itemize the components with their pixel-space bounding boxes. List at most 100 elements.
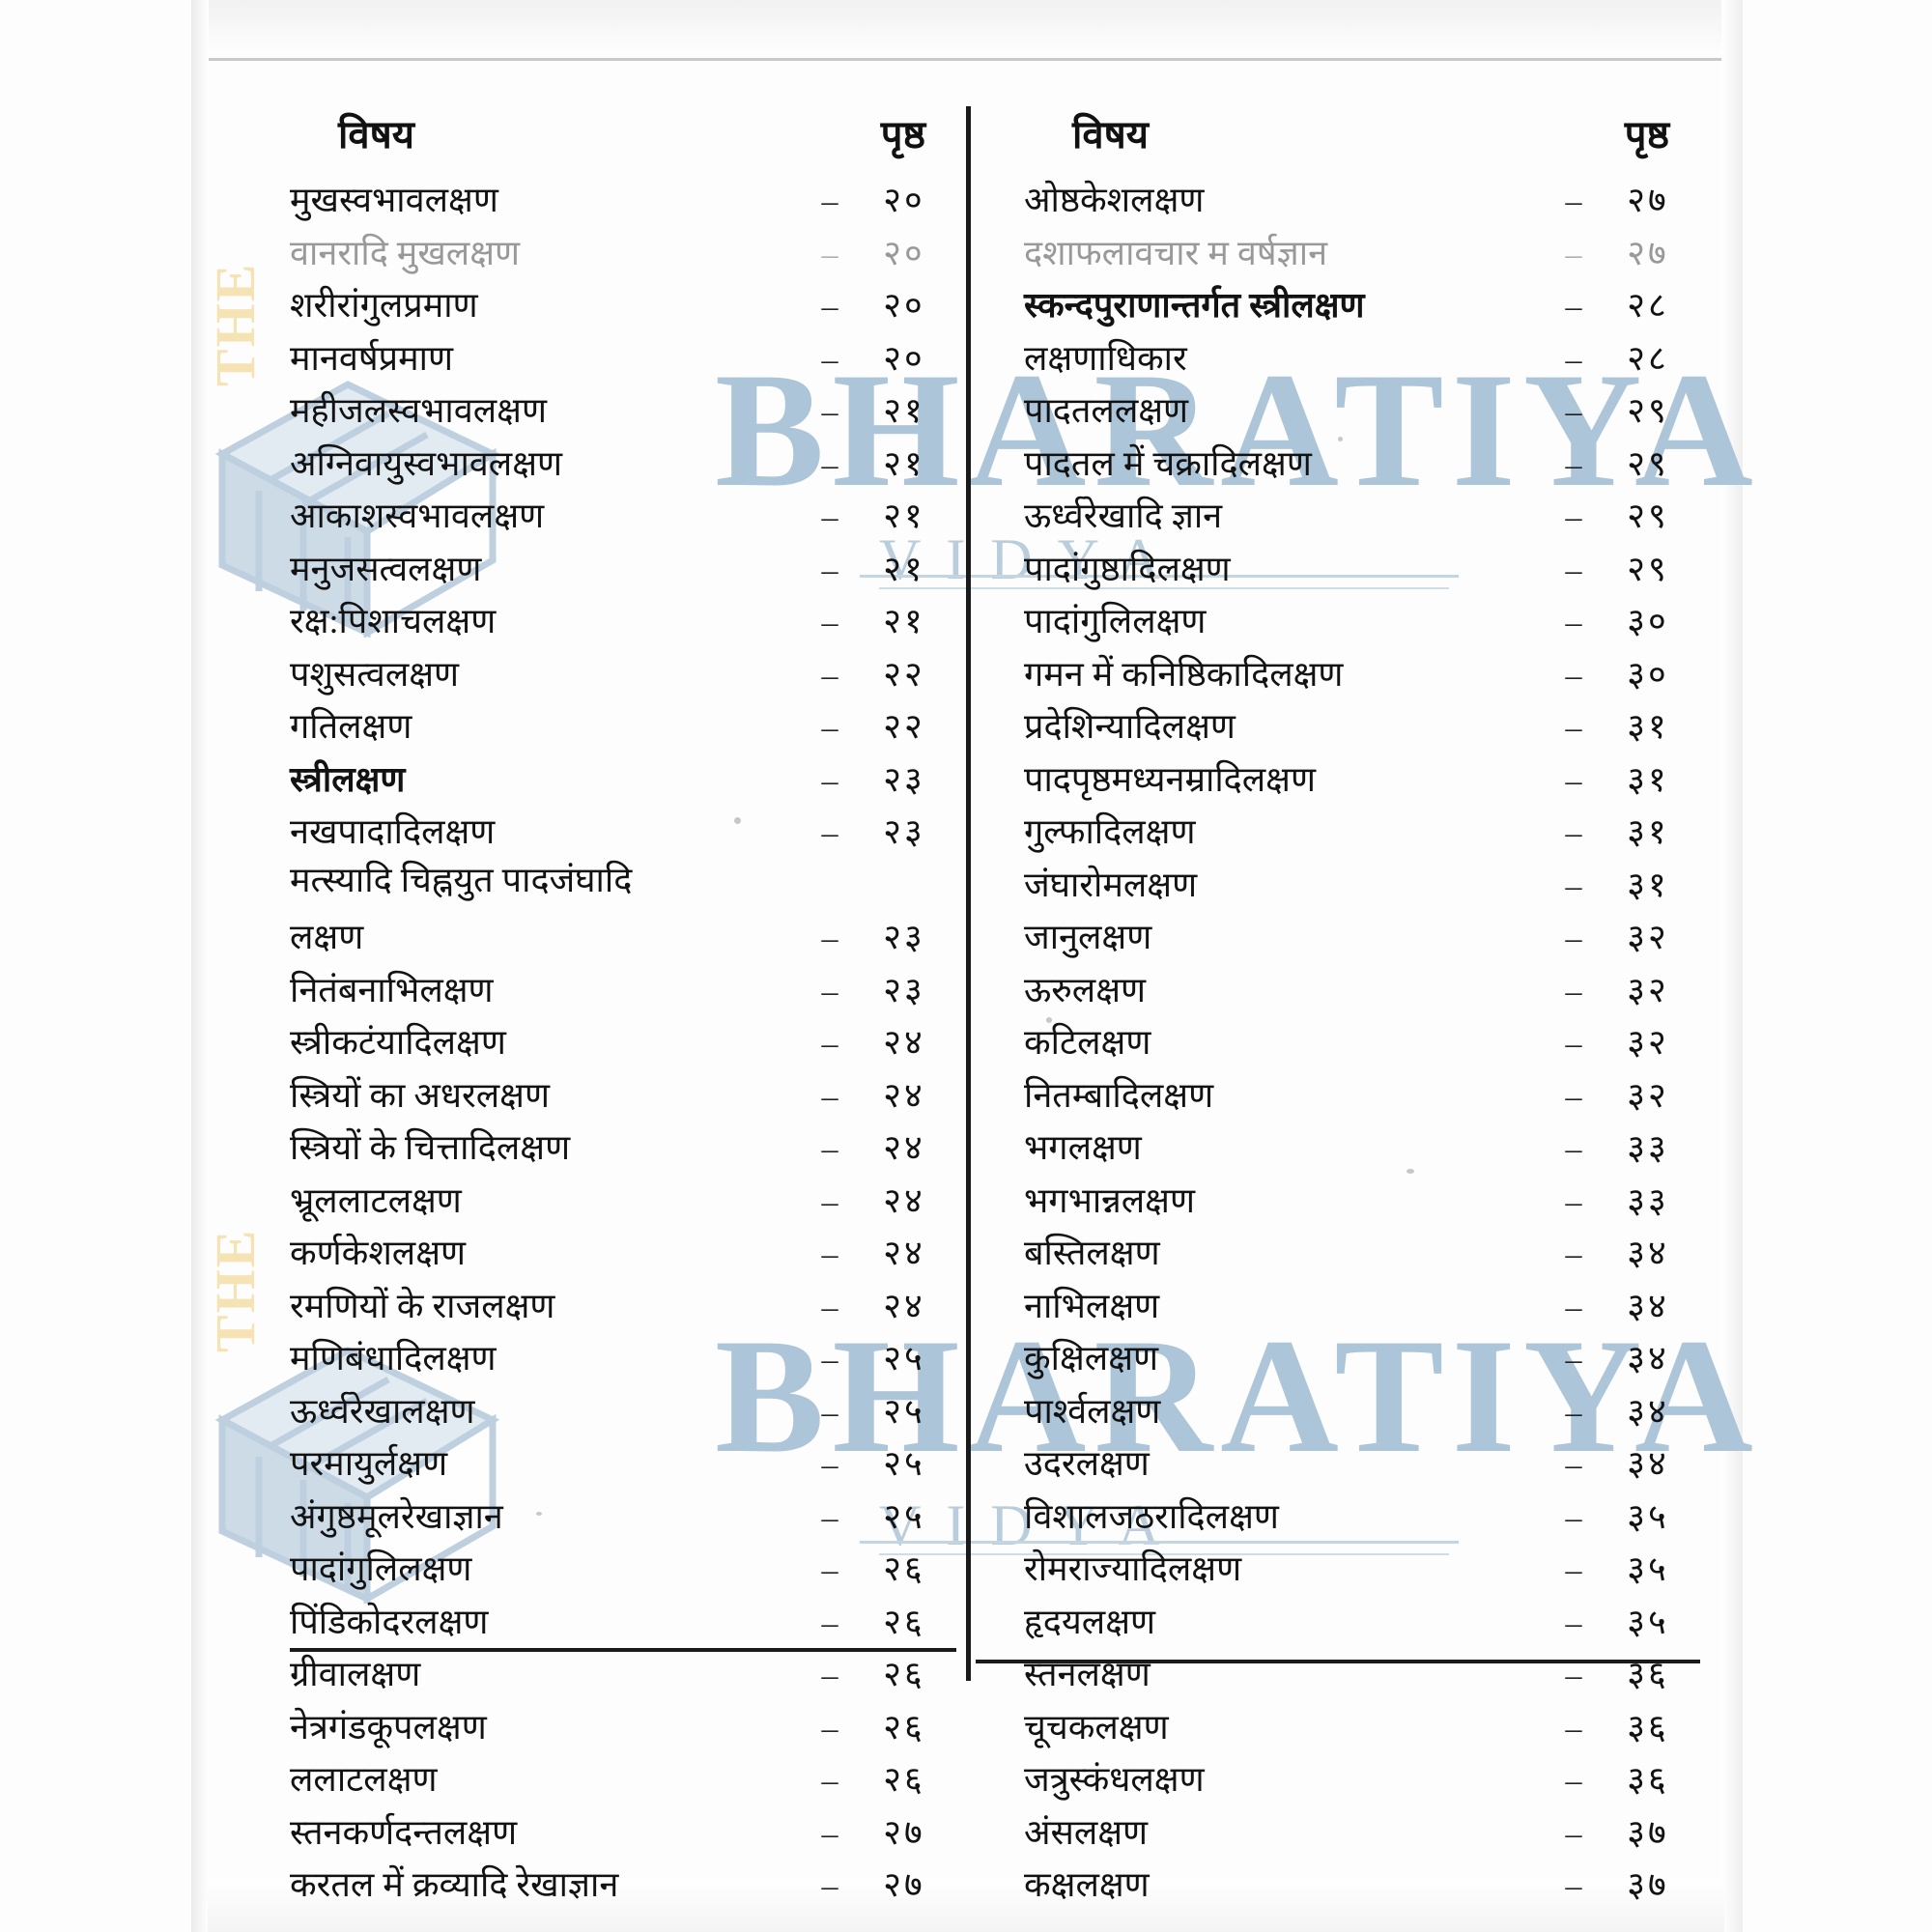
toc-entry-row[interactable]: लक्षण – २३ (290, 912, 956, 965)
toc-entry-page-number: ३७ (1627, 1865, 1669, 1904)
toc-entry-row[interactable]: अग्निवायुस्वभावलक्षण – २१ (290, 439, 956, 492)
toc-entry-page-number: २४ (883, 1286, 925, 1325)
toc-entry-row[interactable]: कटिलक्षण – ३२ (1024, 1017, 1700, 1070)
toc-entry-row[interactable]: नाभिलक्षण – ३४ (1024, 1281, 1700, 1334)
toc-entry-row[interactable]: ऊरुलक्षण – ३२ (1024, 965, 1700, 1018)
toc-entry-row[interactable]: स्त्रियों के चित्तादिलक्षण – २४ (290, 1122, 956, 1176)
toc-entry-row[interactable]: चूचकलक्षण – ३६ (1024, 1702, 1700, 1755)
toc-entry-row[interactable]: वानरादि मुखलक्षण – २० (290, 228, 956, 281)
toc-entry-row[interactable]: मनुजसत्वलक्षण – २१ (290, 544, 956, 597)
toc-entry-row[interactable]: विशालजठरादिलक्षण – ३५ (1024, 1492, 1700, 1545)
toc-entry-row[interactable]: उदरलक्षण – ३४ (1024, 1438, 1700, 1492)
toc-entry-dash: – (821, 1183, 838, 1220)
toc-entry-dash: – (821, 605, 838, 640)
toc-entry-row[interactable]: कर्णकेशलक्षण – २४ (290, 1228, 956, 1281)
toc-entry-row[interactable]: महीजलस्वभावलक्षण – २१ (290, 385, 956, 439)
toc-entry-row[interactable]: रमणियों के राजलक्षण – २४ (290, 1281, 956, 1334)
toc-entry-row[interactable]: दशाफलावचार म वर्षज्ञान – २७ (1024, 228, 1700, 281)
right-column-bottom-rule (976, 1660, 1700, 1663)
column-header-left: विषय पृष्ठ (290, 106, 956, 159)
toc-entry-row[interactable]: परमायुर्लक्षण – २५ (290, 1438, 956, 1492)
toc-entry-title: पादतल में चक्रादिलक्षण (1024, 443, 1312, 483)
toc-entry-row[interactable]: ऊर्ध्वरेखादि ज्ञान – २९ (1024, 491, 1700, 544)
toc-entry-row[interactable]: मानवर्षप्रमाण – २० (290, 333, 956, 386)
toc-entry-page-number: ३४ (1627, 1391, 1669, 1431)
toc-entry-title: स्त्रियों के चित्तादिलक्षण (290, 1128, 571, 1167)
toc-entry-row[interactable]: कक्षलक्षण – ३७ (1024, 1860, 1700, 1913)
toc-entry-row[interactable]: गतिलक्षण – २२ (290, 701, 956, 754)
toc-entry-page-number: २२ (883, 654, 925, 694)
toc-entry-row[interactable]: भगभान्नलक्षण – ३३ (1024, 1176, 1700, 1229)
toc-entry-title: महीजलस्वभावलक्षण (290, 391, 548, 430)
toc-entry-row[interactable]: पादपृष्ठमध्यनम्रादिलक्षण – ३१ (1024, 754, 1700, 808)
toc-entry-row[interactable]: अंगुष्ठमूलरेखाज्ञान – २५ (290, 1492, 956, 1545)
toc-entry-row[interactable]: पार्श्वलक्षण – ३४ (1024, 1386, 1700, 1439)
scan-speck (1046, 1017, 1052, 1023)
toc-entry-row[interactable]: नितंबनाभिलक्षण – २३ (290, 965, 956, 1018)
toc-entry-page-number: ३६ (1627, 1707, 1669, 1747)
toc-entry-row[interactable]: स्तनकर्णदन्तलक्षण – २७ (290, 1807, 956, 1861)
scan-top-edge (208, 0, 1724, 60)
toc-entry-page-number: २७ (883, 1865, 925, 1904)
toc-entry-title: पार्श्वलक्षण (1024, 1391, 1161, 1431)
toc-entry-row[interactable]: ग्रीवालक्षण – २६ (290, 1649, 956, 1702)
toc-entry-row[interactable]: पादांगुष्ठादिलक्षण – २९ (1024, 544, 1700, 597)
toc-entry-row[interactable]: आकाशस्वभावलक्षण – २१ (290, 491, 956, 544)
toc-entry-row[interactable]: स्त्रियों का अधरलक्षण – २४ (290, 1070, 956, 1123)
toc-entry-row[interactable]: अंसलक्षण – ३७ (1024, 1807, 1700, 1861)
toc-entry-row[interactable]: बस्तिलक्षण – ३४ (1024, 1228, 1700, 1281)
toc-entry-row[interactable]: लक्षणाधिकार – २८ (1024, 333, 1700, 386)
toc-entry-row[interactable]: पिंडिकोदरलक्षण – २६ (290, 1597, 956, 1650)
toc-entry-row[interactable]: पादांगुलिलक्षण – २६ (290, 1544, 956, 1597)
toc-entry-title: ऊर्ध्वरेखादि ज्ञान (1024, 497, 1223, 535)
toc-entry-row[interactable]: मणिबंधादिलक्षण – २५ (290, 1333, 956, 1386)
toc-entry-row[interactable]: भगलक्षण – ३३ (1024, 1122, 1700, 1176)
toc-entry-row[interactable]: नखपादादिलक्षण – २३ (290, 807, 956, 860)
toc-entry-title: शरीरांगुलप्रमाण (290, 286, 478, 325)
toc-entry-page-number: ३२ (1627, 970, 1669, 1009)
toc-entry-dash: – (1565, 921, 1582, 956)
toc-entry-row[interactable]: कुक्षिलक्षण – ३४ (1024, 1333, 1700, 1386)
toc-entry-row[interactable]: रोमराज्यादिलक्षण – ३५ (1024, 1544, 1700, 1597)
toc-entry-row[interactable]: पादतल में चक्रादिलक्षण – २९ (1024, 439, 1700, 492)
toc-entry-title: नितंबनाभिलक्षण (290, 970, 494, 1009)
toc-entry-row[interactable]: ललाटलक्षण – २६ (290, 1754, 956, 1807)
toc-entry-title: ऊर्ध्वरेखालक्षण (290, 1391, 475, 1431)
toc-entry-row[interactable]: पशुसत्वलक्षण – २२ (290, 649, 956, 702)
toc-entry-row[interactable]: जत्रुस्कंधलक्षण – ३६ (1024, 1754, 1700, 1807)
toc-entry-row[interactable]: ऊर्ध्वरेखालक्षण – २५ (290, 1386, 956, 1439)
toc-entry-row[interactable]: जानुलक्षण – ३२ (1024, 912, 1700, 965)
toc-entry-row[interactable]: मत्स्यादि चिह्नयुत पादजंघादि (290, 860, 956, 913)
toc-entry-row[interactable]: स्त्रीकटंयादिलक्षण – २४ (290, 1017, 956, 1070)
toc-entry-row[interactable]: जंघारोमलक्षण – ३१ (1024, 860, 1700, 913)
toc-entry-row[interactable]: नेत्रगंडकूपलक्षण – २६ (290, 1702, 956, 1755)
scan-bottom-edge (208, 1878, 1724, 1932)
toc-entry-dash: – (1565, 1815, 1582, 1852)
toc-entry-page-number: २६ (883, 1760, 925, 1799)
toc-entry-row[interactable]: मुखस्वभावलक्षण – २० (290, 175, 956, 228)
toc-entry-row[interactable]: स्कन्दपुराणान्तर्गत स्त्रीलक्षण – २८ (1024, 280, 1700, 333)
toc-entry-title: उदरलक्षण (1024, 1444, 1150, 1483)
toc-entry-row[interactable]: भ्रूललाटलक्षण – २४ (290, 1176, 956, 1229)
toc-entry-title: कक्षलक्षण (1024, 1865, 1150, 1904)
toc-entry-row[interactable]: गमन में कनिष्ठिकादिलक्षण – ३० (1024, 649, 1700, 702)
toc-entry-row[interactable]: स्तनलक्षण –३६ (1024, 1649, 1700, 1702)
toc-entry-row[interactable]: प्रदेशिन्यादिलक्षण – ३१ (1024, 701, 1700, 754)
toc-entry-row[interactable]: शरीरांगुलप्रमाण – २० (290, 280, 956, 333)
toc-entry-row[interactable]: स्त्रीलक्षण – २३ (290, 754, 956, 808)
toc-entry-row[interactable]: पादतललक्षण – २९ (1024, 385, 1700, 439)
toc-entry-row[interactable]: करतल में क्रव्यादि रेखाज्ञान – २७ (290, 1860, 956, 1913)
toc-entry-page-number: २९ (1627, 391, 1669, 430)
toc-entry-row[interactable]: ओष्ठकेशलक्षण – २७ (1024, 175, 1700, 228)
toc-entry-page-number: ३३ (1627, 1180, 1669, 1220)
toc-entry-row[interactable]: नितम्बादिलक्षण – ३२ (1024, 1070, 1700, 1123)
toc-entry-row[interactable]: पादांगुलिलक्षण – ३० (1024, 596, 1700, 649)
toc-entry-dash: – (821, 1131, 838, 1167)
toc-entry-row[interactable]: गुल्फादिलक्षण – ३१ (1024, 807, 1700, 860)
toc-entry-row[interactable]: हृदयलक्षण – ३५ (1024, 1597, 1700, 1650)
toc-entry-title: अंसलक्षण (1024, 1812, 1149, 1852)
toc-entry-title: पादतललक्षण (1024, 391, 1189, 430)
toc-entry-dash: – (1565, 710, 1582, 746)
toc-entry-row[interactable]: रक्ष:पिशाचलक्षण – २१ (290, 596, 956, 649)
toc-entry-title: मत्स्यादि चिह्नयुत पादजंघादि (290, 860, 633, 899)
